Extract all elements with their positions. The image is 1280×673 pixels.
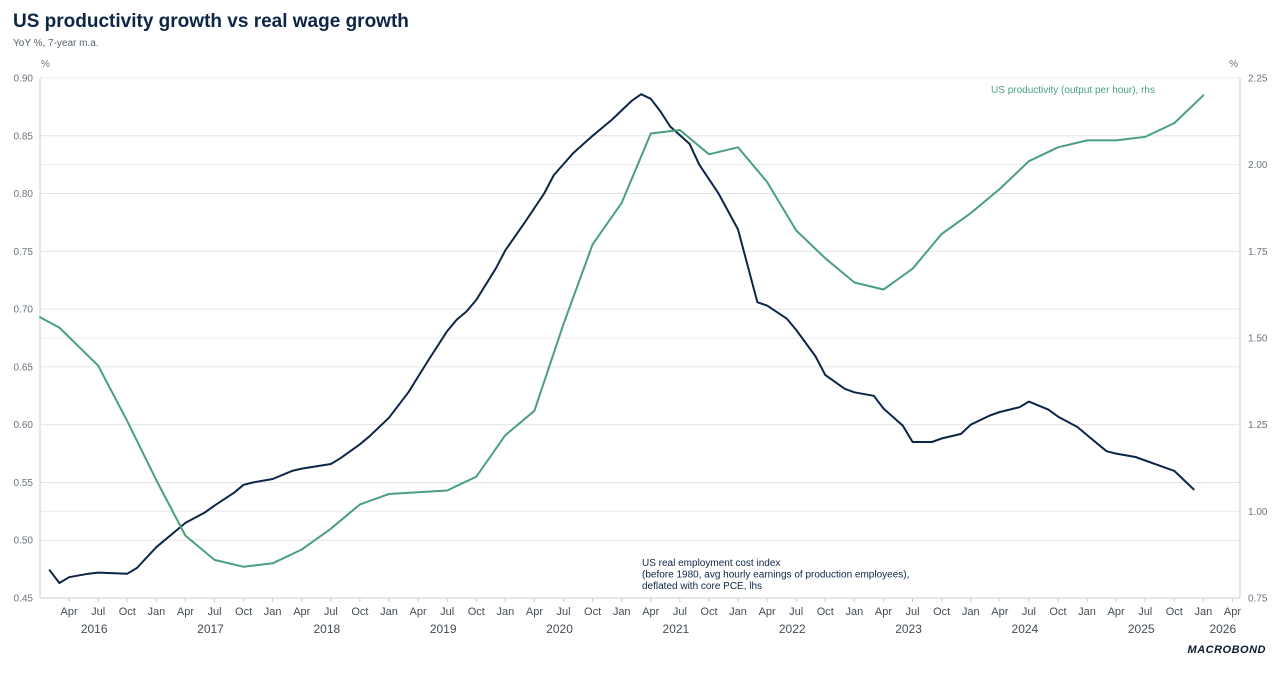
x-month-tick-label: Oct (119, 606, 136, 618)
y-right-tick-label: 2.00 (1248, 160, 1268, 171)
x-year-label: 2024 (1012, 622, 1039, 636)
x-month-tick-label: Jan (1195, 606, 1213, 618)
macrobond-logo: MACROBOND (1187, 644, 1266, 656)
x-month-tick-label: Oct (351, 606, 368, 618)
y-right-tick-label: 1.00 (1248, 507, 1268, 518)
y-right-tick-label: 1.75 (1248, 247, 1268, 258)
y-right-tick-label: 1.25 (1248, 420, 1268, 431)
x-year-label: 2019 (430, 622, 457, 636)
x-month-tick-label: Oct (1166, 606, 1183, 618)
x-month-tick-label: Jan (613, 606, 631, 618)
y-right-unit-label: % (1229, 59, 1238, 70)
x-year-label: 2016 (81, 622, 108, 636)
x-month-tick-label: Oct (468, 606, 485, 618)
y-right-tick-label: 1.50 (1248, 334, 1268, 345)
series-line-real-wage (48, 93, 1195, 584)
x-month-tick-label: Jul (906, 606, 920, 618)
y-left-unit-label: % (41, 59, 50, 70)
x-month-tick-label: Jul (91, 606, 105, 618)
chart-subtitle: YoY %, 7-year m.a. (13, 38, 99, 49)
x-month-tick-label: Jul (1022, 606, 1036, 618)
y-left-tick-label: 0.75 (14, 247, 34, 258)
series-label-real-wage: (before 1980, avg hourly earnings of pro… (642, 570, 909, 581)
y-left-tick-label: 0.45 (14, 594, 34, 605)
y-left-tick-label: 0.55 (14, 478, 34, 489)
y-left-tick-label: 0.85 (14, 131, 34, 142)
x-month-tick-label: Jan (846, 606, 864, 618)
y-left-tick-label: 0.90 (14, 74, 34, 85)
y-left-tick-label: 0.70 (14, 305, 34, 316)
chart-title: US productivity growth vs real wage grow… (13, 11, 409, 32)
x-month-tick-label: Apr (991, 606, 1008, 618)
x-month-tick-label: Oct (817, 606, 834, 618)
x-month-tick-label: Apr (526, 606, 543, 618)
x-month-tick-label: Apr (410, 606, 427, 618)
x-month-tick-label: Apr (177, 606, 194, 618)
y-left-tick-label: 0.50 (14, 536, 34, 547)
x-month-tick-label: Jul (673, 606, 687, 618)
x-month-tick-label: Jul (1138, 606, 1152, 618)
x-month-tick-label: Jan (496, 606, 514, 618)
x-year-label: 2023 (895, 622, 922, 636)
x-year-label: 2018 (313, 622, 340, 636)
x-month-tick-label: Jul (324, 606, 338, 618)
x-month-tick-label: Jul (789, 606, 803, 618)
x-year-label: 2020 (546, 622, 573, 636)
x-month-tick-label: Jan (147, 606, 165, 618)
x-month-tick-label: Oct (235, 606, 252, 618)
x-month-tick-label: Jul (207, 606, 221, 618)
x-year-label: 2026 (1209, 622, 1236, 636)
y-right-tick-label: 0.75 (1248, 594, 1268, 605)
y-right-tick-label: 2.25 (1248, 74, 1268, 85)
x-month-tick-label: Jan (962, 606, 980, 618)
x-month-tick-label: Apr (1224, 606, 1241, 618)
x-month-tick-label: Oct (584, 606, 601, 618)
x-month-tick-label: Jan (380, 606, 398, 618)
x-year-label: 2017 (197, 622, 224, 636)
x-month-tick-label: Jul (440, 606, 454, 618)
x-month-tick-label: Apr (1108, 606, 1125, 618)
y-left-tick-label: 0.65 (14, 362, 34, 373)
series-line-productivity (39, 94, 1205, 568)
series-label-productivity: US productivity (output per hour), rhs (991, 85, 1155, 96)
series-label-real-wage: US real employment cost index (642, 558, 780, 569)
x-month-tick-label: Jan (1078, 606, 1096, 618)
x-month-tick-label: Apr (293, 606, 310, 618)
x-month-tick-label: Oct (1049, 606, 1066, 618)
x-month-tick-label: Apr (61, 606, 78, 618)
x-month-tick-label: Jan (729, 606, 747, 618)
y-left-tick-label: 0.80 (14, 189, 34, 200)
x-month-tick-label: Jul (556, 606, 570, 618)
x-month-tick-label: Apr (759, 606, 776, 618)
x-year-label: 2022 (779, 622, 806, 636)
x-year-label: 2025 (1128, 622, 1155, 636)
x-month-tick-label: Oct (700, 606, 717, 618)
x-month-tick-label: Apr (642, 606, 659, 618)
y-left-tick-label: 0.60 (14, 420, 34, 431)
series-label-real-wage: deflated with core PCE, lhs (642, 581, 762, 592)
x-month-tick-label: Oct (933, 606, 950, 618)
x-year-label: 2021 (663, 622, 690, 636)
x-month-tick-label: Jan (264, 606, 282, 618)
x-month-tick-label: Apr (875, 606, 892, 618)
